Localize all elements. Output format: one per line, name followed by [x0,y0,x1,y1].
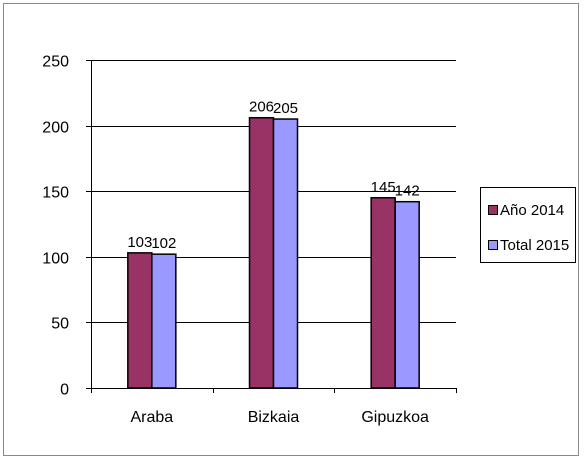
bar-1-araba [127,252,153,389]
x-tick-label-araba: Araba [130,409,173,426]
data-label: 206 [249,99,274,116]
x-tick-label-bizkaia: Bizkaia [248,409,300,426]
y-tick-label: 250 [42,54,69,71]
bar-2-bizkaia [272,118,299,389]
y-tick-label: 0 [60,382,69,399]
legend-swatch-series-1 [488,205,498,215]
data-label: 145 [371,179,396,196]
legend-item-series-1: Año 2014 [481,201,575,219]
legend-item-series-2: Total 2015 [481,236,575,254]
legend-swatch-series-2 [488,240,498,250]
data-label: 142 [395,183,420,200]
bar-2-gipuzkoa [394,200,420,389]
bar-2-araba [151,253,177,389]
chart-legend: Año 2014 Total 2015 [480,187,576,263]
bar-1-gipuzkoa [370,197,396,389]
bar-1-bizkaia [248,116,275,389]
y-tick-label: 100 [42,251,69,268]
y-tick-label: 200 [42,120,69,137]
legend-label-series-2: Total 2015 [500,236,570,254]
legend-label-series-1: Año 2014 [500,201,565,219]
y-tick-label: 150 [42,185,69,202]
tick-labels: 0 50 100 150 200 250 Araba Bizkaia Gipuzkoa [42,54,429,427]
data-label: 102 [151,235,176,252]
data-label: 205 [273,100,298,117]
y-tick-label: 50 [51,316,69,333]
x-tick-label-gipuzkoa: Gipuzkoa [361,409,429,426]
bars [127,116,420,389]
data-label: 103 [127,234,152,251]
